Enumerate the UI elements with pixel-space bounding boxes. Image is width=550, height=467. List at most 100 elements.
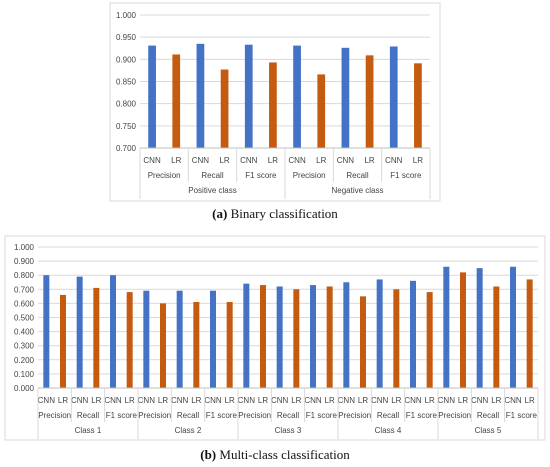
- chart-b-bar-lr: [226, 301, 233, 388]
- caption-b: (b) Multi-class classification: [0, 447, 550, 463]
- chart-b-x-tick-label: CNN: [271, 396, 289, 405]
- chart-b-x-tick-label: LR: [225, 396, 235, 405]
- chart-a-x-tick-label: LR: [364, 156, 374, 165]
- chart-b-x-tick-label: CNN: [138, 396, 156, 405]
- chart-a-x-tick-label: CNN: [288, 156, 306, 165]
- chart-a-binary: 0.700 0.750 0.800 0.850 0.900 0.950 1.000 CNN LR…: [109, 2, 441, 202]
- chart-b-metric-group-label: F1 score: [106, 411, 138, 420]
- chart-a-bar-lr: [172, 54, 181, 148]
- chart-b-y-tick-label: 0.300: [14, 342, 35, 351]
- chart-a-x-tick-label: CNN: [143, 156, 161, 165]
- chart-b-metric-group-label: F1 score: [206, 411, 238, 420]
- chart-b-x-tick-label: LR: [458, 396, 468, 405]
- chart-b-x-tick-label: LR: [291, 396, 301, 405]
- chart-a-bar-lr: [365, 55, 374, 148]
- chart-a-bar-cnn: [293, 45, 301, 149]
- chart-b-frame: [4, 235, 546, 441]
- chart-b-x-tick-label: LR: [258, 396, 268, 405]
- chart-b-x-tick-label: CNN: [38, 396, 56, 405]
- chart-a-x-tick-label: LR: [268, 156, 278, 165]
- chart-b-x-tick-label: LR: [58, 396, 68, 405]
- chart-b-x-tick-label: LR: [158, 396, 168, 405]
- caption-a: (a) Binary classification: [0, 206, 550, 222]
- caption-a-label: (a): [212, 206, 228, 221]
- chart-b-bar-cnn: [110, 275, 116, 388]
- chart-a-y-tick-label: 0.950: [116, 33, 137, 42]
- chart-b-bar-cnn: [243, 283, 250, 388]
- chart-b-metric-group-label: Precision: [438, 411, 471, 420]
- chart-b-metric-group-label: Recall: [77, 411, 99, 420]
- chart-b-metric-group-label: Recall: [277, 411, 299, 420]
- chart-a-metric-group-label: Precision: [293, 171, 326, 180]
- chart-b-x-tick-label: CNN: [71, 396, 89, 405]
- caption-b-label: (b): [200, 447, 217, 462]
- chart-a-x-tick-label: LR: [171, 156, 181, 165]
- chart-b-y-tick-label: 0.200: [14, 356, 35, 365]
- chart-b-bar-cnn: [276, 286, 283, 388]
- chart-b-bar-lr: [260, 285, 266, 388]
- chart-b-metric-group-label: Recall: [377, 411, 399, 420]
- chart-b-metric-group-label: F1 score: [306, 411, 338, 420]
- chart-b-x-tick-label: LR: [325, 396, 335, 405]
- chart-b-bar-cnn: [176, 290, 183, 388]
- chart-a-y-tick-label: 0.800: [116, 100, 137, 109]
- chart-b-x-tick-label: LR: [125, 396, 135, 405]
- chart-b-metric-group-label: Precision: [38, 411, 71, 420]
- chart-a-x-tick-label: LR: [316, 156, 326, 165]
- chart-b-x-tick-label: CNN: [304, 396, 322, 405]
- chart-b-x-tick-label: LR: [91, 396, 101, 405]
- chart-b-metric-group-label: Precision: [338, 411, 371, 420]
- chart-b-bar-lr: [126, 292, 133, 388]
- chart-a-bar-lr: [317, 74, 326, 148]
- chart-b-bar-lr: [360, 296, 366, 388]
- chart-b-x-tick-label: CNN: [104, 396, 122, 405]
- chart-b-y-tick-label: 0.400: [14, 328, 35, 337]
- chart-b-x-tick-label: LR: [491, 396, 501, 405]
- chart-b-class-group-label: Class 5: [475, 426, 502, 435]
- chart-b-x-tick-label: CNN: [204, 396, 222, 405]
- chart-b-x-tick-label: CNN: [404, 396, 422, 405]
- chart-b-x-tick-label: LR: [358, 396, 368, 405]
- chart-b-bar-lr: [193, 301, 200, 388]
- chart-b-x-tick-label: LR: [525, 396, 535, 405]
- chart-b-class-group-label: Class 1: [75, 426, 102, 435]
- chart-b-bar-lr: [493, 286, 500, 388]
- chart-b-bar-cnn: [376, 279, 383, 388]
- chart-a-x-tick-label: CNN: [385, 156, 403, 165]
- caption-a-text: Binary classification: [230, 206, 338, 221]
- chart-b-bar-cnn: [510, 266, 516, 388]
- chart-b-bar-cnn: [210, 290, 216, 388]
- chart-a-metric-group-label: Recall: [346, 171, 368, 180]
- chart-a-bar-cnn: [244, 44, 253, 148]
- chart-a-x-tick-label: LR: [219, 156, 229, 165]
- chart-b-x-tick-label: LR: [191, 396, 201, 405]
- chart-a-bar-lr: [220, 69, 229, 148]
- chart-b-y-tick-label: 0.900: [14, 257, 35, 266]
- chart-a-metric-group-label: F1 score: [245, 171, 277, 180]
- chart-a-x-tick-label: CNN: [240, 156, 258, 165]
- chart-b-bar-cnn: [410, 280, 416, 388]
- chart-b-bar-cnn: [310, 285, 316, 388]
- chart-b-y-tick-label: 0.000: [14, 384, 35, 393]
- chart-b-metric-group-label: Precision: [138, 411, 171, 420]
- chart-b-class-group-label: Class 2: [175, 426, 202, 435]
- chart-a-y-tick-label: 1.000: [116, 11, 137, 20]
- chart-a-y-tick-label: 0.850: [116, 78, 137, 87]
- chart-a-bar-lr: [414, 63, 422, 148]
- chart-a-bar-cnn: [389, 46, 398, 148]
- chart-b-metric-group-label: F1 score: [506, 411, 538, 420]
- chart-a-y-tick-label: 0.700: [116, 144, 137, 153]
- chart-b-class-group-label: Class 3: [275, 426, 302, 435]
- chart-b-x-tick-label: CNN: [338, 396, 356, 405]
- chart-b-y-tick-label: 1.000: [14, 243, 35, 252]
- chart-b-bar-lr: [60, 294, 66, 388]
- chart-b-bar-lr: [393, 289, 400, 388]
- chart-b-x-tick-label: CNN: [471, 396, 489, 405]
- chart-b-bar-lr: [326, 286, 333, 388]
- chart-b-bar-lr: [526, 279, 533, 388]
- chart-b-metric-group-label: Precision: [238, 411, 271, 420]
- chart-b-bar-lr: [293, 289, 300, 388]
- chart-b-metric-group-label: Recall: [477, 411, 499, 420]
- chart-b-bar-cnn: [476, 268, 483, 388]
- chart-b-y-tick-label: 0.800: [14, 271, 35, 280]
